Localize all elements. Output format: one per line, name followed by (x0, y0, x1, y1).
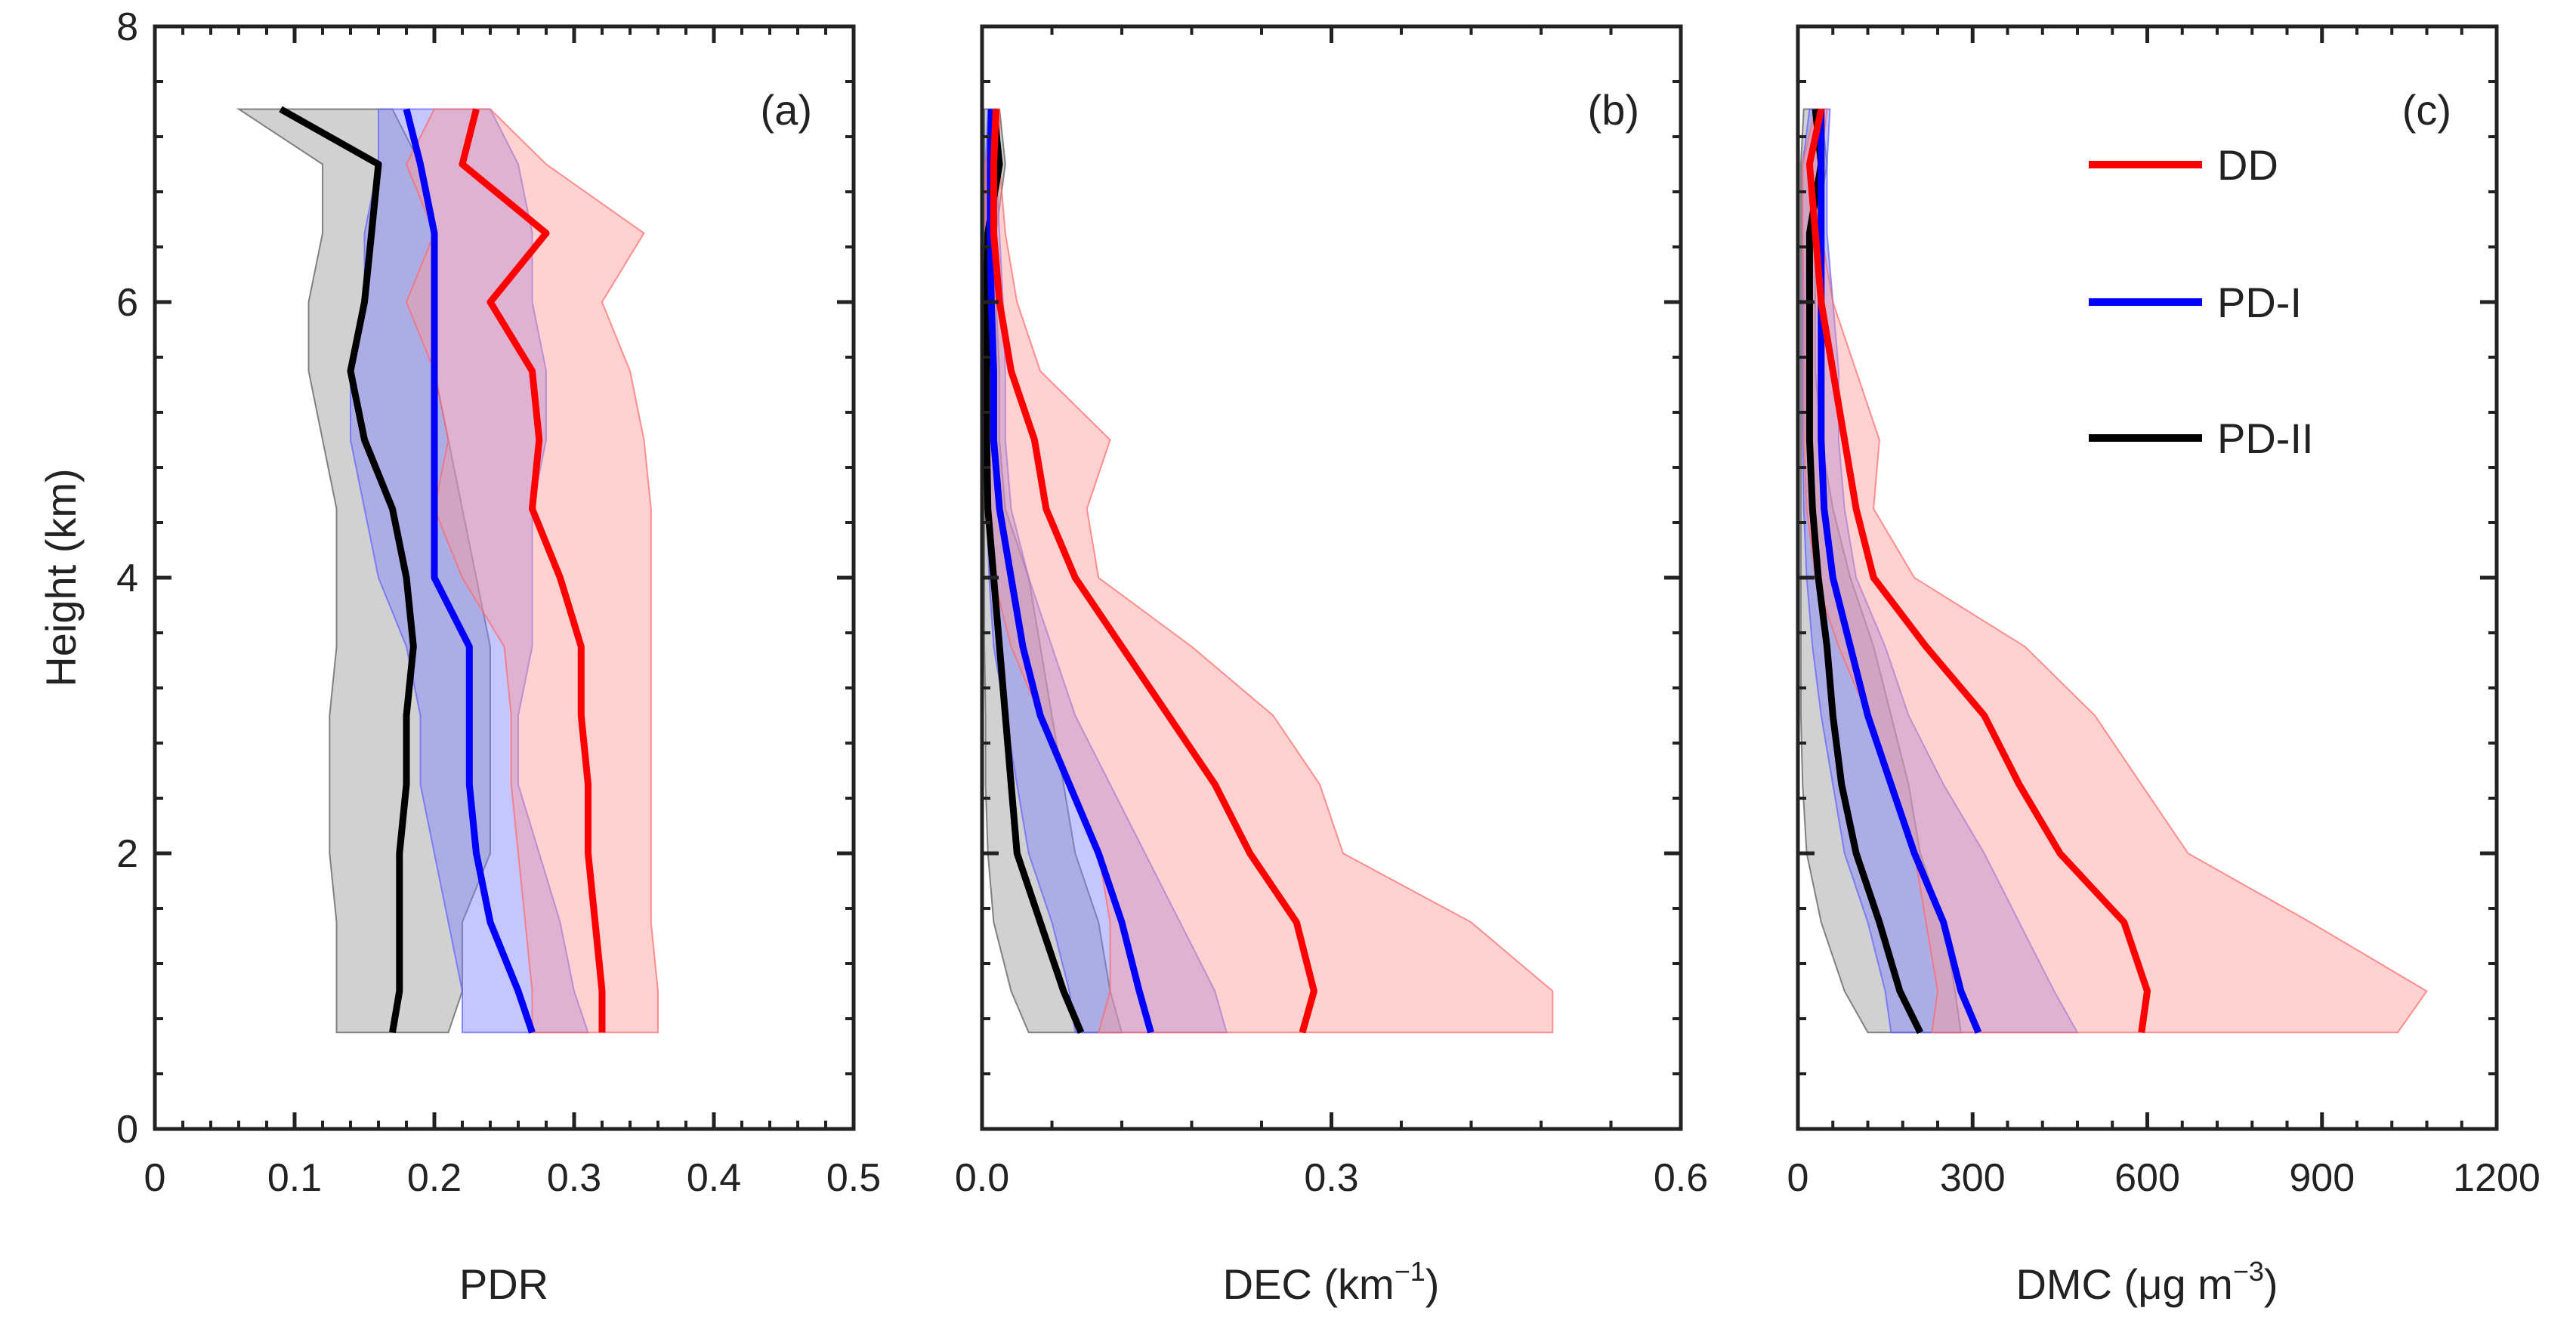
panel-c-x-label-tail: ) (2264, 1260, 2278, 1308)
panel-c-x-tick-label: 300 (1940, 1156, 2006, 1200)
panel-b-tag: (b) (1588, 86, 1639, 134)
panel-c-lines (1805, 108, 2151, 1035)
panel-c-tag: (c) (2402, 86, 2451, 134)
panel-b-band-pd-i (984, 108, 1228, 1034)
panel-a: 0 0.1 0.2 0.3 0.4 0.5 0 2 4 6 8 (a) PDR Height (k… (37, 5, 881, 1308)
panel-b-x-label: DEC (km−1) (1223, 1256, 1440, 1308)
panel-b-x-ticks: 0.0 0.3 0.6 (955, 26, 1708, 1200)
panel-a-y-tick-label: 4 (116, 557, 138, 600)
panel-a-y-tick-label: 2 (116, 832, 138, 876)
panel-a-y-tick-label: 6 (116, 281, 138, 325)
panel-b-line-pd-i (987, 109, 1154, 1034)
panel-b-x-label-main: DEC (km (1223, 1260, 1395, 1308)
panel-c-x-tick-label: 600 (2114, 1156, 2180, 1200)
legend-label-pd-i: PD-I (2217, 279, 2302, 326)
panel-b-x-label-tail: ) (1425, 1260, 1440, 1308)
panel-c: 0 300 600 900 1200 (c) DMC (μg m−3) DD PD-I … (1787, 24, 2540, 1308)
panel-a-x-tick-label: 0.4 (687, 1156, 741, 1200)
panel-c-x-ticks: 0 300 600 900 1200 (1787, 26, 2540, 1200)
panel-a-y-tick-label: 0 (116, 1108, 138, 1152)
panel-c-x-label-main: DMC (μg m (2015, 1260, 2232, 1308)
panel-a-y-tick-label: 8 (116, 5, 138, 49)
panel-a-line-pd-ii (279, 106, 417, 1034)
panel-c-line-pd-ii (1805, 109, 1923, 1035)
panel-c-x-label-sup: −3 (2233, 1256, 2264, 1287)
panel-a-band-dd (405, 108, 659, 1034)
panel-b-x-tick-label: 0.0 (955, 1156, 1009, 1200)
panel-c-band-pd-ii (1799, 108, 1962, 1034)
panel-c-line-dd (1805, 108, 2151, 1033)
panel-a-x-tick-label: 0.5 (826, 1156, 881, 1200)
panel-a-x-tick-label: 0.2 (407, 1156, 462, 1200)
legend-label-pd-ii: PD-II (2217, 415, 2314, 462)
panel-a-x-label: PDR (459, 1260, 548, 1308)
panel-a-y-label: Height (km) (37, 468, 85, 686)
panel-a-y-ticks: 0 2 4 6 8 (116, 5, 854, 1152)
panel-c-x-tick-label: 900 (2289, 1156, 2355, 1200)
panel-c-line-pd-i (1818, 109, 1982, 1035)
panel-a-line-dd (459, 108, 606, 1033)
panel-b-x-tick-label: 0.3 (1304, 1156, 1358, 1200)
panel-a-tag: (a) (761, 86, 812, 134)
panel-b-x-label-sup: −1 (1395, 1256, 1425, 1287)
panel-b-y-ticks (982, 24, 1681, 1131)
panel-a-x-ticks: 0 0.1 0.2 0.3 0.4 0.5 (144, 26, 881, 1200)
panel-c-bands (1799, 108, 2428, 1034)
panel-a-line-pd-i (403, 108, 536, 1034)
panel-c-band-pd-i (1802, 108, 2079, 1034)
panel-c-x-tick-label: 0 (1787, 1156, 1809, 1200)
panel-b-band-pd-ii (984, 108, 1123, 1034)
panel-a-band-pd-ii (236, 108, 491, 1034)
legend: DD PD-I PD-II (2089, 141, 2314, 462)
panel-a-x-tick-label: 0.3 (547, 1156, 601, 1200)
panel-a-bands (236, 108, 659, 1034)
panel-a-lines (279, 106, 606, 1034)
panel-c-x-label: DMC (μg m−3) (2015, 1256, 2278, 1308)
panel-a-x-tick-label: 0 (144, 1156, 166, 1200)
panel-b: 0.0 0.3 0.6 (b) DEC (km−1) (955, 24, 1708, 1308)
panel-c-x-tick-label: 1200 (2453, 1156, 2540, 1200)
panel-b-x-tick-label: 0.6 (1654, 1156, 1708, 1200)
panel-a-band-pd-i (350, 108, 589, 1034)
panel-a-x-tick-label: 0.1 (267, 1156, 322, 1200)
legend-label-dd: DD (2217, 141, 2278, 189)
panel-c-y-ticks (1798, 24, 2497, 1131)
panel-b-line-dd (990, 109, 1317, 1034)
